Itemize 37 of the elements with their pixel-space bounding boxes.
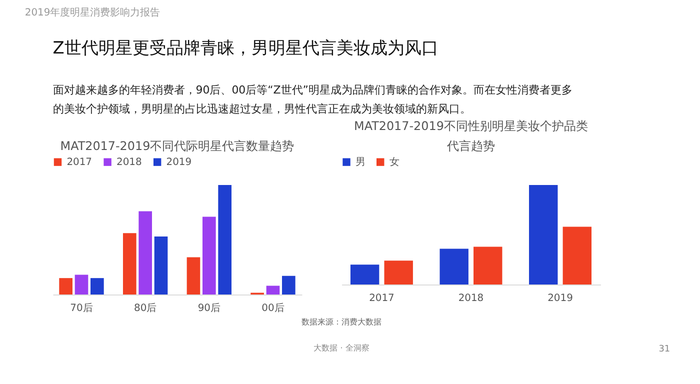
legend-label: 女 [389,156,400,168]
x-tick-label: 2019 [548,292,573,304]
text: Z世代明星更受品牌青睐，男明星代言美妆成为风口 [52,38,438,58]
text: 31 [658,344,670,354]
bar [138,211,152,295]
bar [266,286,280,295]
legend-label: 男 [355,157,366,168]
bar [474,246,502,285]
bar [529,184,558,285]
legend-label: 2019 [166,157,192,168]
x-tick-label: 90后 [198,302,220,314]
chart-title: MAT2017-2019不同代际明星代言数量趋势 [60,139,294,154]
bar [90,278,104,295]
source-note: 数据来源：消费大数据 [302,317,382,326]
bar [384,260,413,285]
bar [440,248,468,285]
bar [218,184,232,295]
bar [562,226,592,285]
x-tick-label: 70后 [70,302,93,314]
bar [59,278,72,295]
text: 面对越来越多的年轻消费者，90后、00后等“Z世代”明星成为品牌们青睐的合作对象。而在女性消费者更多的美妆个护领域，男明星的占比迅速超过女星，男性代言正在成为美妆领域的新风口。 [52,83,572,116]
text: 大数据 · 全洞察 [314,343,370,352]
bar [122,233,136,295]
bar [154,236,168,295]
x-tick-label: 2018 [458,292,484,304]
bar [74,274,88,295]
bar [202,216,216,295]
text: 2019年度明星消费影响力报告 [24,6,160,19]
bar [350,264,380,285]
chart-title: MAT2017-2019不同性别明星美妆个护品类代言趋势 [354,119,588,154]
x-tick-label: 80后 [134,302,157,314]
x-tick-label: 00后 [262,302,284,314]
bar [282,276,296,295]
bar [186,257,200,295]
legend-label: 2017 [66,157,92,168]
x-tick-label: 2017 [369,292,394,304]
legend-label: 2018 [116,157,142,168]
